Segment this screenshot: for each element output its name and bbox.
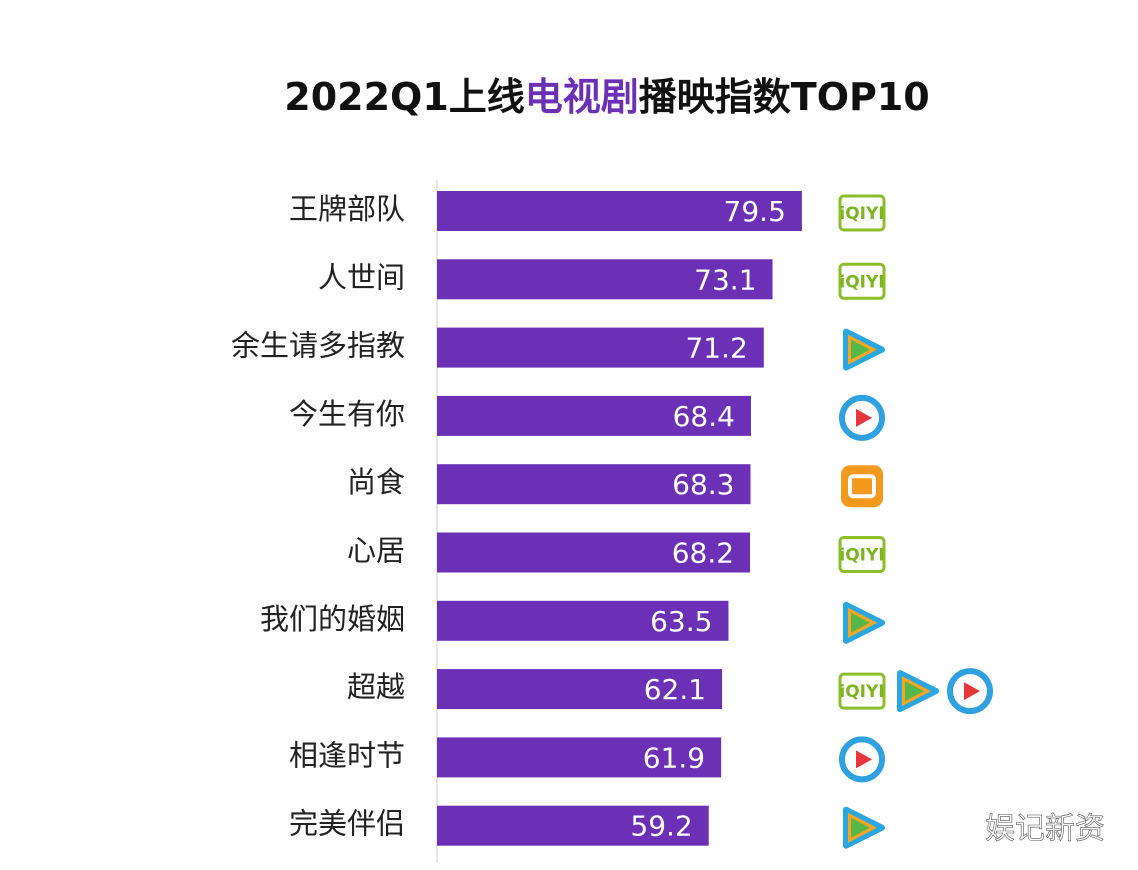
y-tick-label: 王牌部队 — [289, 192, 405, 226]
y-tick-label: 余生请多指教 — [231, 329, 405, 363]
y-tick-label: 完美伴侣 — [289, 807, 405, 841]
value-label: 79.5 — [724, 195, 786, 228]
y-tick-label: 今生有你 — [289, 397, 405, 431]
logo-shape — [905, 681, 924, 702]
platform-logo — [843, 328, 885, 371]
bar — [437, 259, 773, 300]
platform-logo — [841, 465, 883, 508]
logo-frame — [838, 194, 886, 232]
y-tick-label: 心居 — [347, 534, 405, 568]
bar — [437, 191, 802, 231]
logo-shape — [856, 408, 872, 427]
value-label: 63.5 — [650, 605, 712, 638]
title-part: 2022Q1上线 — [284, 75, 525, 119]
value-label: 61.9 — [643, 741, 705, 774]
platform-logo — [843, 601, 885, 644]
logo-shape — [856, 750, 872, 769]
logo-shape — [851, 612, 870, 633]
watermark: 娱记新资 — [985, 812, 1105, 847]
y-tick-label: 超越 — [347, 670, 405, 704]
logo-text: iQIYI — [839, 204, 884, 224]
bar — [437, 327, 764, 368]
logo-shape — [848, 474, 876, 499]
chart-title: 2022Q1上线电视剧播映指数TOP10 — [284, 75, 930, 119]
logo-shape — [964, 682, 980, 701]
bar — [437, 600, 729, 641]
platform-logo — [839, 394, 885, 441]
value-label: 68.3 — [672, 468, 734, 501]
y-tick-label: 相逢时节 — [289, 738, 405, 772]
bar — [437, 464, 751, 505]
logo-shape — [851, 817, 870, 838]
value-label: 62.1 — [644, 673, 706, 706]
platform-logo: iQIYI — [838, 536, 886, 573]
platform-logo — [947, 668, 993, 715]
platform-logo — [839, 736, 885, 783]
bar — [437, 669, 723, 710]
value-label: 73.1 — [694, 263, 756, 296]
bar — [437, 532, 751, 573]
platform-logo — [897, 670, 939, 713]
y-tick-label: 人世间 — [318, 260, 405, 294]
value-label: 68.4 — [673, 400, 735, 433]
bar — [437, 395, 751, 436]
y-tick-label: 尚食 — [347, 465, 405, 499]
logo-text: iQIYI — [839, 546, 884, 566]
title-part: 电视剧 — [525, 75, 639, 119]
value-label: 68.2 — [672, 537, 734, 570]
logo-frame — [838, 672, 886, 710]
platform-logo: iQIYI — [838, 262, 886, 300]
bar — [437, 805, 709, 846]
logo-text: iQIYI — [839, 272, 884, 292]
value-label: 59.2 — [630, 810, 692, 843]
title-part: 播映指数TOP10 — [639, 75, 930, 119]
platform-logo — [843, 806, 885, 849]
logo-frame — [838, 536, 886, 573]
bar — [437, 737, 722, 778]
platform-logo: iQIYI — [838, 194, 886, 232]
logo-text: iQIYI — [839, 682, 884, 702]
y-tick-label: 我们的婚姻 — [260, 602, 405, 636]
logo-shape — [841, 465, 883, 508]
logo-frame — [838, 262, 886, 300]
logo-shape — [851, 339, 870, 360]
value-label: 71.2 — [685, 332, 747, 365]
platform-logo: iQIYI — [838, 672, 886, 710]
